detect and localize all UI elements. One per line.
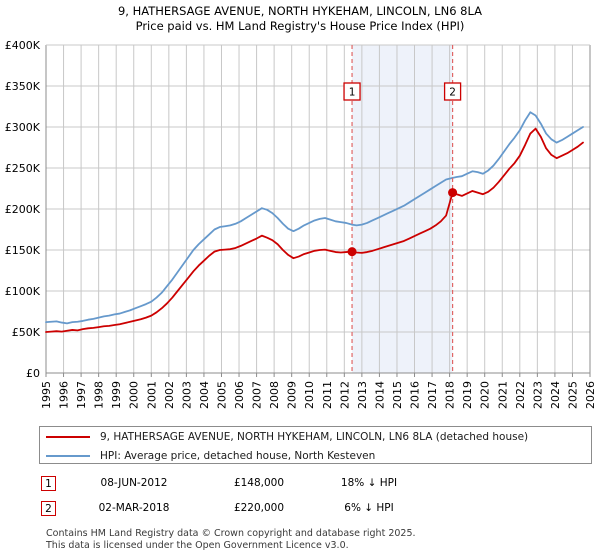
x-axis-tick-label: 2020	[479, 381, 492, 409]
x-axis-tick-label: 1999	[110, 381, 123, 409]
event-marker-dot	[448, 188, 458, 198]
transaction-price: £220,000	[233, 502, 285, 514]
price-history-chart: £0 £50K £100K £150K £200K £250K £300K £350K £400…	[5, 39, 597, 409]
x-axis-tick-label: 1998	[93, 381, 106, 409]
y-axis-tick-label: £250K	[5, 162, 41, 175]
x-axis-tick-label: 2007	[251, 381, 264, 409]
event-marker-box	[443, 82, 462, 101]
title-line-2: Price paid vs. HM Land Registry's House …	[135, 19, 465, 33]
series-line-property	[45, 127, 584, 333]
x-axis-tick-label: 2003	[180, 381, 193, 409]
y-axis-tick-label: £50K	[12, 326, 41, 339]
transaction-row: 1 08-JUN-2012 £148,000 18% ↓ HPI	[41, 472, 461, 494]
x-axis-tick-label: 2004	[198, 381, 211, 409]
title-line-1: 9, HATHERSAGE AVENUE, NORTH HYKEHAM, LIN…	[117, 4, 483, 18]
x-axis-tick-label: 2011	[321, 381, 334, 409]
x-axis-tick-label: 1997	[75, 381, 88, 409]
y-axis-tick-label: £300K	[5, 121, 41, 134]
x-axis-tick-label: 2026	[584, 381, 597, 409]
x-axis-tick-label: 2022	[514, 381, 527, 409]
legend-entry-hpi: HPI: Average price, detached house, Nort…	[40, 446, 375, 465]
x-axis-tick-label: 2013	[356, 381, 369, 409]
x-axis-tick-label: 2025	[566, 381, 579, 409]
transaction-date: 02-MAR-2018	[98, 502, 170, 514]
y-axis-tick-label: £150K	[5, 244, 41, 257]
transaction-marker-number: 1	[41, 475, 56, 491]
y-axis-tick-label: £0	[26, 367, 40, 380]
event-marker-box	[343, 82, 361, 101]
x-axis-tick-label: 2021	[496, 381, 509, 409]
x-axis-tick-label: 2001	[145, 381, 158, 409]
x-axis-tick-label: 1995	[40, 381, 53, 409]
x-axis-tick-label: 2006	[233, 381, 246, 409]
transaction-hpi-delta: 6% ↓ HPI	[344, 502, 394, 514]
x-axis-tick-label: 2024	[549, 381, 562, 409]
transaction-price: £148,000	[233, 477, 285, 489]
x-axis-tick-label: 2012	[338, 381, 351, 409]
legend-swatch-property	[46, 435, 90, 438]
event-marker-dot	[347, 247, 357, 257]
legend-label-hpi: HPI: Average price, detached house, Nort…	[100, 449, 376, 462]
y-axis-tick-label: £350K	[5, 80, 41, 93]
x-axis-tick-label: 2002	[163, 381, 176, 409]
transaction-row: 2 02-MAR-2018 £220,000 6% ↓ HPI	[41, 497, 461, 519]
series-line-hpi	[45, 111, 584, 325]
event-marker-label: 1	[349, 87, 356, 99]
chart-svg: £0 £50K £100K £150K £200K £250K £300K £350K £400…	[5, 39, 597, 409]
y-axis-tick-label: £400K	[5, 39, 41, 52]
legend-label-property: 9, HATHERSAGE AVENUE, NORTH HYKEHAM, LIN…	[100, 430, 529, 443]
x-axis-tick-label: 2009	[286, 381, 299, 409]
legend-entry-property: 9, HATHERSAGE AVENUE, NORTH HYKEHAM, LIN…	[40, 427, 528, 446]
x-axis-tick-label: 2017	[426, 381, 439, 409]
x-axis-tick-label: 2023	[531, 381, 544, 409]
copyright-footer: Contains HM Land Registry data © Crown c…	[46, 528, 586, 551]
x-axis-tick-label: 2019	[461, 381, 474, 409]
event-marker-label: 2	[449, 87, 456, 99]
y-axis-tick-label: £100K	[5, 285, 41, 298]
y-axis-tick-label: £200K	[5, 203, 41, 216]
x-axis-tick-label: 2018	[444, 381, 457, 409]
x-axis-tick-label: 2014	[373, 381, 386, 409]
footer-line-1: Contains HM Land Registry data © Crown c…	[46, 528, 416, 539]
transaction-marker-number: 2	[41, 500, 56, 516]
x-axis-tick-label: 2008	[268, 381, 281, 409]
x-axis-tick-label: 2000	[128, 381, 141, 409]
x-axis-tick-label: 2015	[391, 381, 404, 409]
legend-swatch-hpi	[46, 454, 90, 457]
transaction-hpi-delta: 18% ↓ HPI	[340, 477, 398, 489]
footer-line-2: This data is licensed under the Open Gov…	[46, 539, 349, 551]
transaction-date: 08-JUN-2012	[100, 477, 168, 489]
x-axis-tick-label: 2010	[303, 381, 316, 409]
chart-legend: 9, HATHERSAGE AVENUE, NORTH HYKEHAM, LIN…	[39, 426, 592, 464]
x-axis-tick-label: 2016	[409, 381, 422, 409]
x-axis-tick-label: 2005	[215, 381, 228, 409]
x-axis-tick-label: 1996	[58, 381, 71, 409]
page-title: 9, HATHERSAGE AVENUE, NORTH HYKEHAM, LIN…	[0, 4, 600, 34]
